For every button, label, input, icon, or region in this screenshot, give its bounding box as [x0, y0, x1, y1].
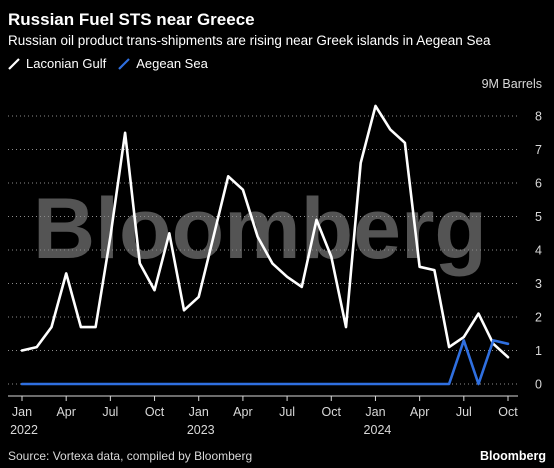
x-tick-label-month: Oct: [322, 405, 342, 419]
legend-item-laconian-gulf: Laconian Gulf: [8, 56, 106, 71]
y-tick-label: 8: [535, 110, 542, 124]
y-tick-label: 2: [535, 311, 542, 325]
legend-label-aegean-sea: Aegean Sea: [136, 56, 208, 71]
x-tick-label-month: Jul: [279, 405, 295, 419]
x-tick-label-month: Oct: [498, 405, 518, 419]
series-line-aegean-sea: [20, 339, 510, 386]
chart-title: Russian Fuel STS near Greece: [8, 10, 255, 29]
y-tick-label: 0: [535, 378, 542, 392]
legend-item-aegean-sea: Aegean Sea: [118, 56, 208, 71]
bloomberg-logo: Bloomberg: [480, 449, 546, 463]
x-tick-label-month: Jan: [12, 405, 32, 419]
legend-line-icon-blue: [118, 57, 131, 70]
x-tick-label-month: Apr: [56, 405, 75, 419]
x-tick-label-year: 2023: [187, 423, 215, 437]
x-tick-label-month: Jan: [365, 405, 385, 419]
y-tick-label: 6: [535, 177, 542, 191]
y-unit-label: 9M Barrels: [481, 77, 542, 91]
y-tick-label: 5: [535, 210, 542, 224]
legend-label-laconian-gulf: Laconian Gulf: [26, 56, 107, 71]
x-tick-label-month: Apr: [233, 405, 252, 419]
x-tick-label-month: Jul: [102, 405, 118, 419]
chart-subtitle: Russian oil product trans-shipments are …: [8, 33, 491, 48]
x-tick-label-month: Apr: [410, 405, 429, 419]
x-tick-label-month: Jan: [189, 405, 209, 419]
x-tick-label-month: Jul: [456, 405, 472, 419]
x-tick-label-year: 2022: [10, 423, 38, 437]
series-line-laconian-gulf: [20, 104, 510, 359]
y-tick-label: 7: [535, 143, 542, 157]
y-tick-label: 3: [535, 277, 542, 291]
x-tick-label-year: 2024: [364, 423, 392, 437]
legend: Laconian Gulf Aegean Sea: [8, 56, 220, 71]
x-tick-label-month: Oct: [145, 405, 165, 419]
source-note: Source: Vortexa data, compiled by Bloomb…: [8, 449, 253, 463]
y-tick-label: 1: [535, 344, 542, 358]
legend-line-icon-white: [8, 57, 20, 70]
y-tick-label: 4: [535, 244, 542, 258]
